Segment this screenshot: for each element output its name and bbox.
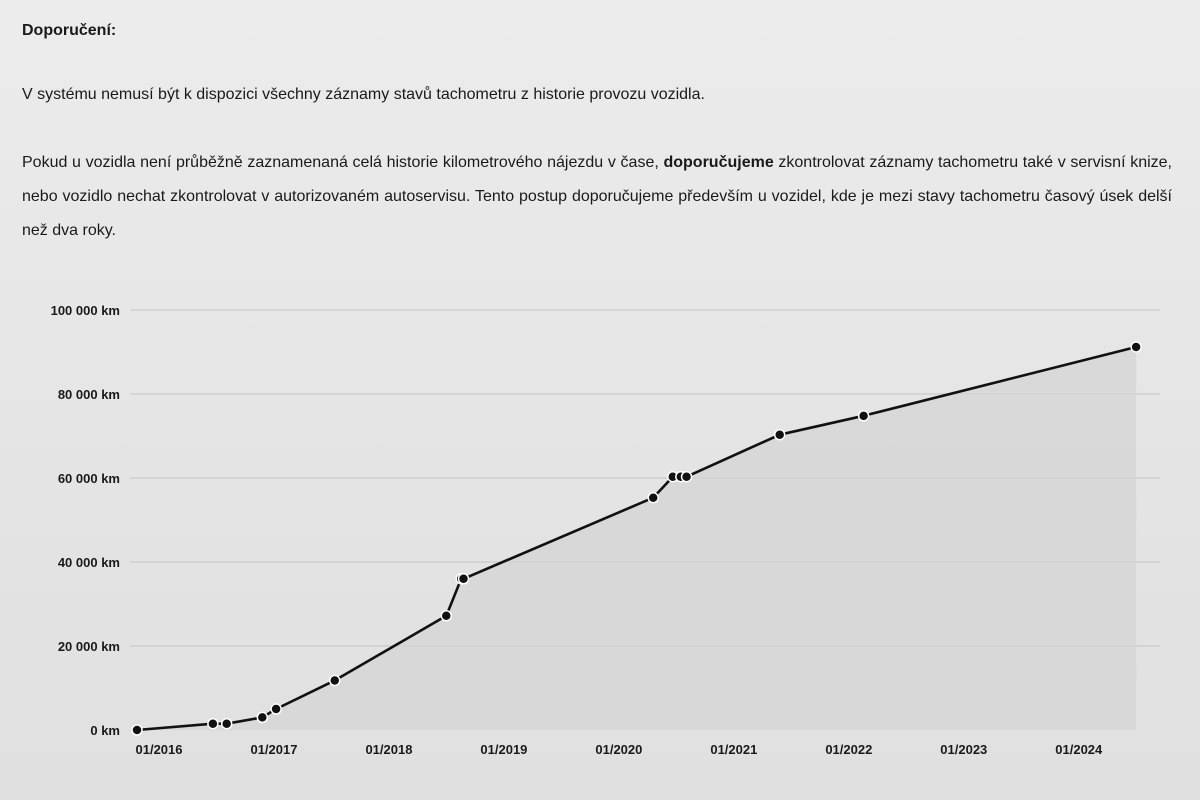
data-points — [131, 341, 1142, 736]
x-tick-label: 01/2016 — [136, 742, 183, 757]
data-point-14 — [857, 410, 870, 422]
y-tick-label: 100 000 km — [51, 303, 120, 318]
x-tick-label: 01/2021 — [710, 742, 757, 757]
x-tick-label: 01/2024 — [1055, 742, 1103, 757]
odometer-chart: 0 km 20 000 km 40 000 km 60 000 km 80 000 km… — [51, 303, 1160, 757]
x-tick-label: 01/2017 — [250, 742, 297, 757]
y-tick-label: 80 000 km — [58, 387, 120, 402]
data-point-2 — [220, 717, 233, 730]
data-point-8 — [457, 573, 470, 585]
x-tick-label: 01/2018 — [365, 742, 412, 757]
data-point-1 — [207, 717, 219, 730]
data-point-0 — [131, 724, 143, 736]
data-point-12 — [680, 470, 693, 483]
data-point-6 — [440, 610, 453, 622]
paragraph-recommendation: Pokud u vozidla není průběžně zaznamenan… — [22, 146, 1172, 248]
data-point-4 — [270, 703, 282, 715]
area-fill — [137, 347, 1137, 730]
y-tick-label: 40 000 km — [58, 555, 120, 570]
x-axis-labels: 01/2016 01/2017 01/2018 01/2019 01/2020 01/20… — [136, 742, 1104, 757]
data-point-13 — [773, 428, 786, 441]
paragraph-recommendation-part1: Pokud u vozidla není průběžně zaznamenan… — [22, 154, 664, 171]
data-point-3 — [256, 711, 269, 724]
y-tick-label: 20 000 km — [58, 639, 120, 654]
y-tick-label: 60 000 km — [58, 471, 120, 486]
x-tick-label: 01/2023 — [940, 742, 987, 757]
data-point-5 — [329, 674, 341, 687]
paragraph-availability: V systému nemusí být k dispozici všechny… — [22, 86, 705, 103]
x-tick-label: 01/2019 — [480, 742, 527, 757]
data-point-9 — [647, 491, 659, 504]
data-point-15 — [1130, 341, 1142, 353]
paragraph-recommendation-bold: doporučujeme — [663, 154, 774, 171]
x-tick-label: 01/2022 — [825, 742, 872, 757]
x-tick-label: 01/2020 — [595, 742, 642, 757]
y-tick-label: 0 km — [90, 723, 120, 738]
heading: Doporučení: — [22, 22, 117, 39]
y-axis-labels: 0 km 20 000 km 40 000 km 60 000 km 80 000 km… — [51, 303, 120, 738]
paragraph-recommendation-part2: zkontrolovat záznamy tachometru také v s… — [22, 154, 1173, 239]
